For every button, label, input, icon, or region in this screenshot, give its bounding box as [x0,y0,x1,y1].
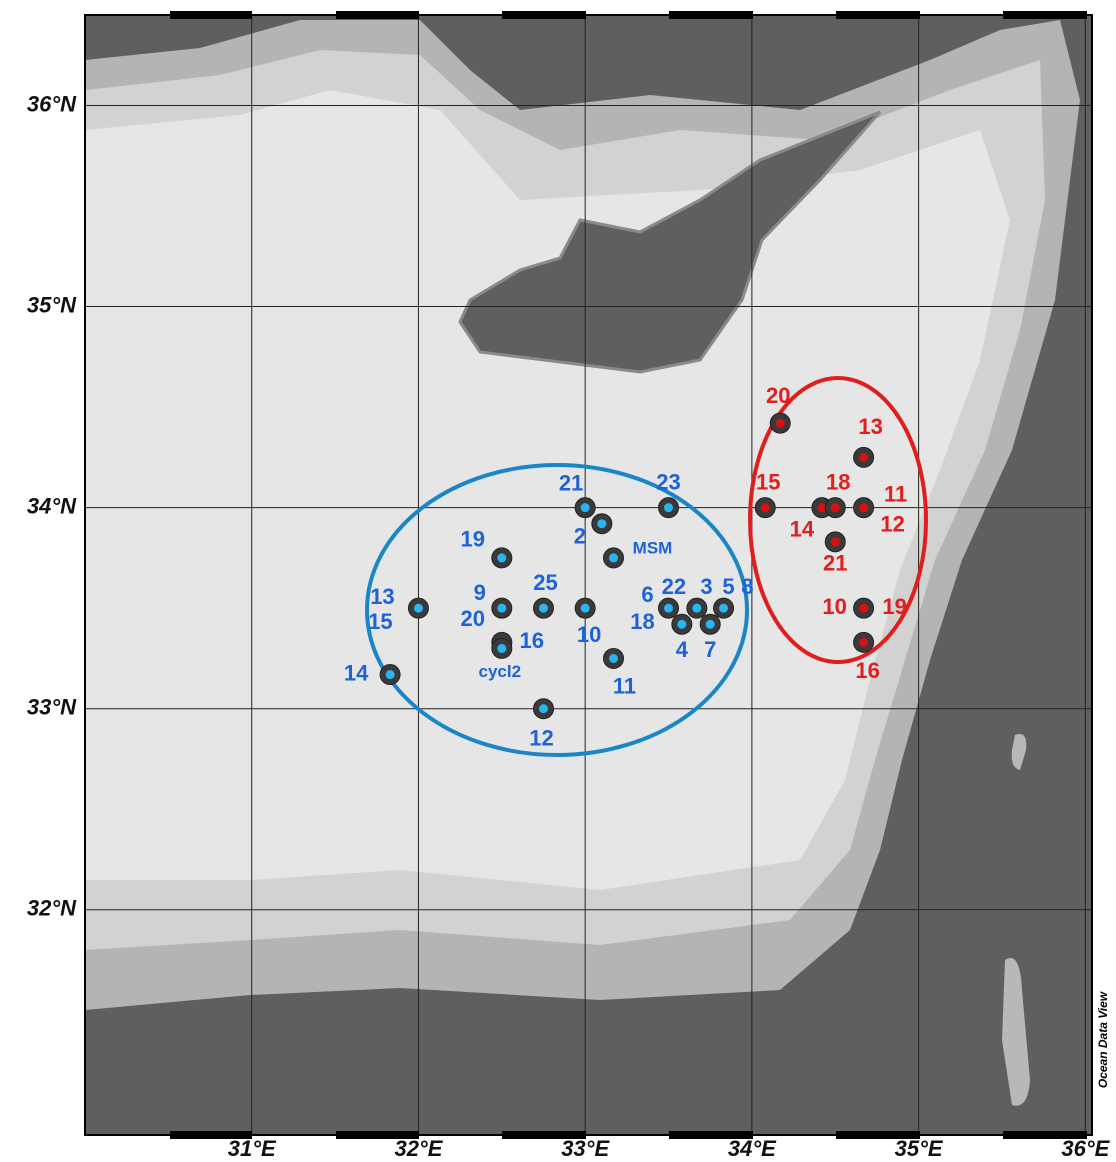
station-center [597,519,607,529]
station-label: 15 [756,469,780,494]
station-center [497,643,507,653]
credit: Ocean Data View [1096,991,1110,1088]
station-label: 22 [662,574,686,599]
station-center [609,653,619,663]
station-label: 21 [823,551,847,576]
x-tick-label: 35°E [895,1136,944,1161]
station-label: 20 [766,383,790,408]
station-label: 20 [461,606,485,631]
station-label: 16 [520,628,544,653]
station-center [677,619,687,629]
station-label: 12 [529,726,553,751]
station-center [497,603,507,613]
station-label: 8 [741,574,753,599]
station-label: 19 [882,594,906,619]
station-center [859,603,869,613]
station-center [705,619,715,629]
y-tick-label: 35°N [27,292,77,317]
station-center [538,704,548,714]
station-center [775,418,785,428]
station-label: 2 [574,524,586,549]
station-center [413,603,423,613]
station-label: 13 [370,584,394,609]
station-center [664,503,674,513]
station-center [664,603,674,613]
station-label: 13 [858,414,882,439]
station-label: 11 [613,673,636,698]
station-label: 14 [790,516,815,541]
station-center [719,603,729,613]
station-center [859,637,869,647]
station-label: 18 [630,609,654,634]
station-label: 6 [641,582,653,607]
station-center [760,503,770,513]
y-tick-label: 34°N [27,493,77,518]
station-label: 21 [559,470,583,495]
dead-sea [1002,958,1030,1106]
deep-sea [85,90,1010,890]
station-label: 10 [577,622,601,647]
blue-ellipse [365,463,749,757]
lake [1011,734,1027,770]
station-center [692,603,702,613]
station-label: 5 [722,574,734,599]
frame-ticks [170,11,1087,1139]
y-tick-label: 36°N [27,91,77,116]
station-center [497,553,507,563]
x-tick-label: 33°E [561,1136,610,1161]
station-label: 12 [880,511,904,536]
station-center [830,503,840,513]
station-center [580,603,590,613]
station-center [609,553,619,563]
station-label: 23 [656,469,680,494]
station-center [817,503,827,513]
station-label: 10 [822,594,846,619]
station-label: 14 [344,660,369,685]
station-center [538,603,548,613]
station-label: 16 [855,658,879,683]
station-label: 9 [474,580,486,605]
y-tick-label: 32°N [27,896,77,921]
station-center [859,452,869,462]
station-center [830,537,840,547]
frame [84,14,1093,1136]
station-label: MSM [633,538,673,557]
x-tick-label: 31°E [228,1136,277,1161]
station-label: cycl2 [479,662,522,681]
y-tick-label: 33°N [27,695,77,720]
x-tick-label: 34°E [728,1136,777,1161]
station-label: 15 [368,609,392,634]
station-center [580,503,590,513]
station-label: 19 [461,527,485,552]
x-tick-label: 36°E [1061,1136,1110,1161]
red-ellipse [748,376,928,664]
station-label: 18 [826,469,850,494]
station-label: 25 [533,570,557,595]
x-tick-label: 32°E [394,1136,443,1161]
station-center [859,503,869,513]
station-label: 4 [676,637,689,662]
station-label: 7 [704,637,716,662]
station-label: 11 [884,481,907,506]
station-center [385,670,395,680]
station-label: 3 [700,574,712,599]
